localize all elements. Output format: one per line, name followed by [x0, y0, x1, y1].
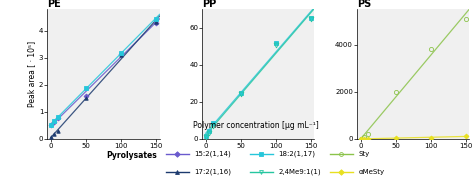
Text: Pyrolysates: Pyrolysates: [106, 151, 157, 160]
Text: PP: PP: [202, 0, 217, 9]
Text: αMeSty: αMeSty: [358, 169, 384, 175]
Text: 2,4Me9:1(1): 2,4Me9:1(1): [278, 169, 321, 175]
Text: Polymer concentration [μg mL⁻¹]: Polymer concentration [μg mL⁻¹]: [193, 121, 319, 130]
Text: Sty: Sty: [358, 151, 370, 157]
Text: PS: PS: [357, 0, 371, 9]
Y-axis label: Peak area [ · 10⁵]: Peak area [ · 10⁵]: [27, 41, 36, 107]
Text: 17:2(1,16): 17:2(1,16): [194, 169, 231, 175]
Text: PE: PE: [47, 0, 61, 9]
Text: 18:2(1,17): 18:2(1,17): [278, 151, 315, 157]
Text: 15:2(1,14): 15:2(1,14): [194, 151, 230, 157]
